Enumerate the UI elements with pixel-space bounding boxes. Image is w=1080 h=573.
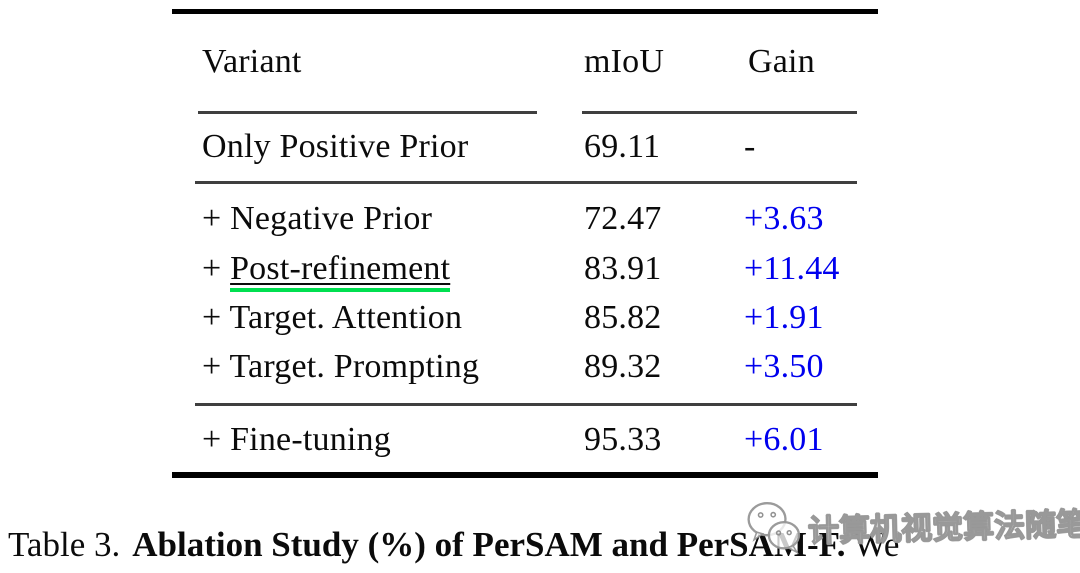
finetune-separator-rule (195, 403, 857, 406)
gain-cell-negative-prior: +3.63 (744, 200, 824, 237)
variant-cell-negative-prior: + Negative Prior (202, 200, 433, 237)
baseline-separator-rule (195, 181, 857, 184)
baseline-variant-cell: Only Positive Prior (202, 128, 469, 165)
baseline-gain-cell: - (744, 128, 756, 165)
column-header-variant: Variant (202, 43, 302, 80)
miou-cell-target-attention: 85.82 (584, 299, 662, 336)
table-bottom-rule (172, 472, 878, 478)
column-header-miou: mIoU (584, 43, 665, 80)
gain-cell-post-refinement: +11.44 (744, 250, 840, 287)
caption-title-bold: Ablation Study (%) of PerSAM and PerSAM-… (132, 525, 846, 564)
gain-cell-target-prompting: +3.50 (744, 348, 824, 385)
baseline-miou-cell: 69.11 (584, 128, 661, 165)
ablation-table: Variant mIoU Gain Only Positive Prior 69… (172, 0, 878, 490)
header-underline-variant (198, 111, 537, 114)
miou-cell-target-prompting: 89.32 (584, 348, 662, 385)
column-header-gain: Gain (748, 43, 815, 80)
miou-cell-fine-tuning: 95.33 (584, 421, 662, 458)
gain-cell-fine-tuning: +6.01 (744, 421, 824, 458)
variant-cell-target-attention: + Target. Attention (202, 299, 463, 336)
variant-prefix: + (202, 250, 231, 287)
variant-cell-fine-tuning: + Fine-tuning (202, 421, 391, 458)
caption-body-start: We (845, 525, 900, 564)
miou-cell-negative-prior: 72.47 (584, 200, 662, 237)
variant-cell-target-prompting: + Target. Prompting (202, 348, 480, 385)
table-caption: Table 3. Ablation Study (%) of PerSAM and… (8, 524, 899, 566)
table-top-rule (172, 9, 878, 14)
miou-cell-post-refinement: 83.91 (584, 250, 662, 287)
header-underline-metrics (582, 111, 857, 114)
post-refinement-link[interactable]: Post-refinement (230, 250, 451, 292)
gain-cell-target-attention: +1.91 (744, 299, 824, 336)
variant-cell-post-refinement: + Post-refinement (202, 247, 451, 292)
caption-number: Table 3. (8, 525, 121, 564)
